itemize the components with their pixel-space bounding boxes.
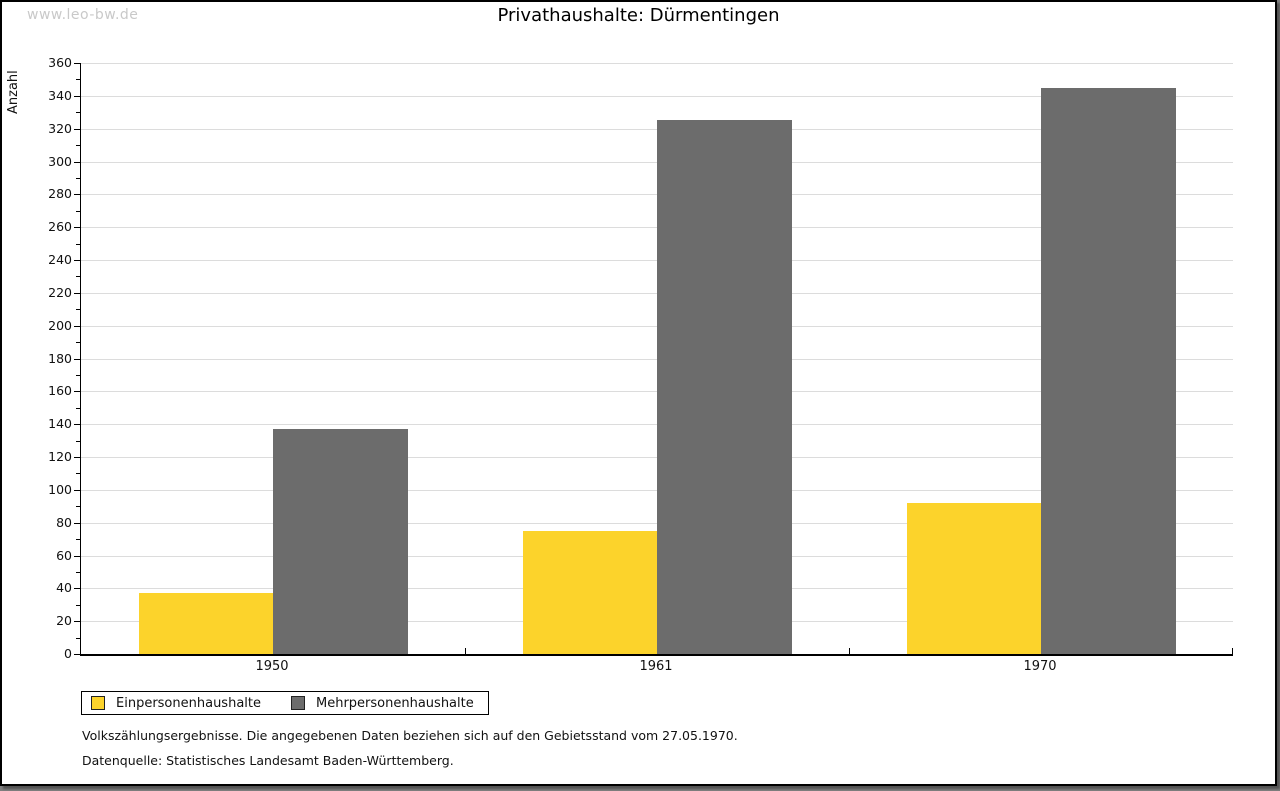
y-minor-tick (76, 177, 80, 179)
y-minor-tick (76, 440, 80, 442)
y-tick-label: 220 (48, 284, 72, 300)
y-major-tick (74, 95, 80, 97)
bar-einpersonenhaushalte-1961 (522, 530, 657, 654)
bar-mehrpersonenhaushalte-1970 (1041, 87, 1176, 654)
y-minor-tick (76, 342, 80, 344)
y-minor-tick (76, 506, 80, 508)
y-major-tick (74, 128, 80, 130)
y-major-tick (74, 588, 80, 590)
y-major-tick (74, 63, 80, 64)
x-tick-label: 1970 (1023, 659, 1057, 674)
y-tick-label: 240 (48, 252, 72, 267)
y-minor-tick (76, 243, 80, 245)
y-tick-label: 120 (48, 449, 72, 464)
legend-swatch-mehrpersonenhaushalte (291, 696, 305, 710)
y-minor-tick (76, 309, 80, 311)
y-tick-label: 280 (48, 186, 72, 202)
y-tick-label: 100 (48, 481, 72, 497)
y-minor-tick (76, 571, 80, 573)
x-boundary-tick (849, 648, 850, 654)
y-minor-tick (76, 604, 80, 606)
bar-einpersonenhaushalte-1970 (906, 502, 1041, 654)
y-major-tick (74, 555, 80, 557)
y-major-tick (74, 489, 80, 491)
y-tick-label: 360 (48, 55, 72, 70)
footnote-2: Datenquelle: Statistisches Landesamt Bad… (82, 753, 454, 768)
y-major-tick (74, 325, 80, 327)
legend-label: Mehrpersonenhaushalte (316, 695, 474, 711)
y-minor-tick (76, 539, 80, 541)
y-tick-label: 0 (64, 646, 72, 661)
y-major-tick (74, 194, 80, 196)
y-major-tick (74, 522, 80, 524)
y-major-tick (74, 227, 80, 229)
y-major-tick (74, 424, 80, 426)
legend-item: Mehrpersonenhaushalte (291, 696, 474, 711)
gridline (81, 95, 1233, 97)
y-minor-tick (76, 407, 80, 409)
y-tick-label: 200 (48, 317, 72, 333)
y-major-tick (74, 161, 80, 163)
plot-area (80, 63, 1233, 656)
y-major-tick (74, 260, 80, 261)
y-tick-label: 60 (56, 547, 72, 563)
y-minor-tick (76, 210, 80, 212)
x-tick-label: 1950 (255, 659, 289, 674)
y-tick-label: 300 (48, 153, 72, 169)
chart-title: Privathaushalte: Dürmentingen (497, 5, 780, 26)
legend-swatch-einpersonenhaushalte (91, 696, 105, 710)
legend-label: Einpersonenhaushalte (116, 695, 261, 711)
x-tick-label: 1961 (639, 659, 673, 674)
y-major-tick (74, 654, 80, 655)
watermark: www.leo-bw.de (27, 7, 139, 23)
bar-mehrpersonenhaushalte-1961 (657, 120, 792, 654)
y-major-tick (74, 457, 80, 458)
y-minor-tick (76, 145, 80, 147)
x-boundary-tick (465, 648, 466, 654)
footnote-1: Volkszählungsergebnisse. Die angegebenen… (82, 728, 738, 743)
y-minor-tick (76, 374, 80, 376)
y-major-tick (74, 292, 80, 294)
y-tick-label: 180 (48, 350, 72, 366)
y-major-tick (74, 391, 80, 393)
legend: Einpersonenhaushalte Mehrpersonenhaushalt… (81, 691, 489, 715)
y-tick-label: 260 (48, 219, 72, 235)
y-tick-label: 140 (48, 416, 72, 432)
y-major-tick (74, 621, 80, 623)
gridline (81, 63, 1233, 64)
y-minor-tick (76, 112, 80, 114)
y-tick-label: 340 (48, 87, 72, 103)
y-minor-tick (76, 637, 80, 639)
y-tick-label: 20 (56, 613, 72, 629)
legend-item: Einpersonenhaushalte (91, 696, 261, 711)
x-boundary-tick (1232, 648, 1233, 654)
y-tick-label: 320 (48, 120, 72, 136)
y-tick-label: 80 (56, 514, 72, 530)
y-tick-label: 160 (48, 383, 72, 399)
bar-mehrpersonenhaushalte-1950 (273, 429, 408, 654)
y-minor-tick (76, 79, 80, 81)
y-major-tick (74, 358, 80, 360)
y-minor-tick (76, 473, 80, 475)
y-tick-label: 40 (56, 580, 72, 596)
y-axis-label: Anzahl (6, 70, 21, 114)
bar-einpersonenhaushalte-1950 (138, 593, 273, 654)
y-minor-tick (76, 276, 80, 278)
